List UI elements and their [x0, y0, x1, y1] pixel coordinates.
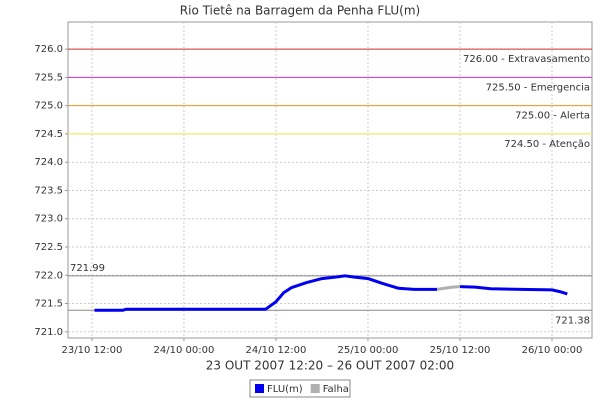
y-tick-label: 722.0 [34, 270, 63, 281]
x-tick-label: 25/10 00:00 [338, 345, 399, 356]
y-tick-label: 722.5 [34, 242, 63, 253]
plot-area [67, 21, 593, 339]
threshold-label: 725.00 - Alerta [515, 111, 590, 122]
x-tick-label: 25/10 12:00 [430, 345, 491, 356]
chart-title: Rio Tietê na Barragem da Penha FLU(m) [180, 4, 420, 18]
legend-swatch [310, 384, 320, 393]
y-tick-label: 726.0 [34, 44, 63, 55]
legend-label: Falha [323, 384, 349, 395]
min-label: 721.38 [555, 315, 590, 326]
legend-label: FLU(m) [267, 384, 303, 395]
x-axis-label: 23 OUT 2007 12:20 – 26 OUT 2007 02:00 [206, 359, 454, 373]
x-tick-label: 24/10 12:00 [246, 345, 307, 356]
y-tick-label: 723.0 [34, 214, 63, 225]
series-line [94, 274, 568, 312]
legend-box [249, 379, 351, 398]
legend: FLU(m) Falha [249, 379, 351, 398]
x-tick-label: 26/10 00:00 [522, 345, 583, 356]
threshold-label: 726.00 - Extravasamento [463, 54, 590, 65]
y-tick-label: 724.0 [34, 157, 63, 168]
threshold-label: 725.50 - Emergencia [486, 82, 590, 93]
y-tick-label: 724.5 [34, 129, 63, 140]
x-tick-label: 23/10 12:00 [61, 345, 122, 356]
x-tick-label: 24/10 00:00 [154, 345, 215, 356]
y-tick-label: 721.0 [34, 327, 63, 338]
series-line [436, 285, 461, 291]
threshold-label: 724.50 - Atenção [504, 139, 590, 150]
y-tick-label: 721.5 [34, 299, 63, 310]
y-tick-label: 723.5 [34, 185, 63, 196]
y-tick-label: 725.0 [34, 101, 63, 112]
y-tick-label: 725.5 [34, 72, 63, 83]
legend-swatch [255, 384, 264, 393]
max-label: 721.99 [70, 263, 105, 274]
